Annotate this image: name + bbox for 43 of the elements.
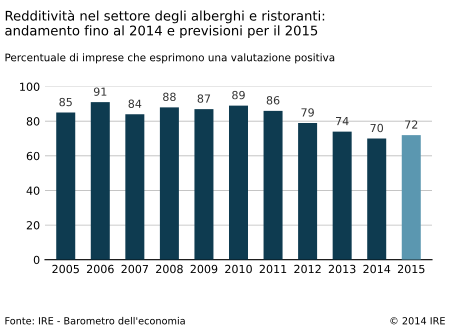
x-tick-label: 2008 xyxy=(156,264,183,274)
chart-subtitle: Percentuale di imprese che esprimono una valutazione positiva xyxy=(6,53,334,64)
x-tick-label: 2005 xyxy=(52,264,79,274)
bar xyxy=(125,114,144,260)
y-tick-label: 0 xyxy=(34,256,40,264)
y-tick-label: 80 xyxy=(26,117,40,126)
x-tick-label: 2009 xyxy=(190,264,218,274)
bar xyxy=(367,138,386,260)
data-label: 88 xyxy=(163,92,176,102)
x-tick-label: 2006 xyxy=(86,264,114,274)
data-label: 79 xyxy=(301,108,314,117)
y-tick-label: 60 xyxy=(26,152,40,160)
data-label: 87 xyxy=(198,94,210,103)
data-label: 70 xyxy=(370,124,384,132)
data-label: 74 xyxy=(336,117,349,126)
x-tick-label: 2015 xyxy=(398,264,424,274)
data-label: 91 xyxy=(94,87,106,96)
bar xyxy=(160,107,179,260)
data-label: 72 xyxy=(405,120,418,129)
x-tick-label: 2012 xyxy=(294,264,321,274)
data-label: 86 xyxy=(266,96,280,105)
text: © 2014 IRE xyxy=(390,317,445,324)
x-tick-label: 2010 xyxy=(225,264,252,274)
chart-title: Redditività nel settore degli alberghi e ristoranti: andamento fino al 2014 e previsioni per il 2015 xyxy=(5,10,324,38)
data-label: 84 xyxy=(128,100,142,108)
x-tick-label: 2007 xyxy=(122,264,148,274)
bar xyxy=(298,122,318,260)
y-tick-label: 40 xyxy=(26,186,40,195)
bar xyxy=(56,112,76,260)
source-note: Fonte: IRE - Barometro dell'economia xyxy=(5,316,185,324)
x-tick-label: 2013 xyxy=(328,264,356,274)
x-tick-label: 2014 xyxy=(363,264,390,274)
data-label: 85 xyxy=(59,98,72,106)
bar xyxy=(402,135,421,260)
x-tick-label: 2011 xyxy=(260,264,286,274)
bar xyxy=(194,109,214,260)
bar xyxy=(229,106,248,260)
y-tick-label: 20 xyxy=(26,221,40,230)
bar xyxy=(90,102,110,260)
bar xyxy=(332,132,352,260)
bar xyxy=(264,110,283,260)
y-tick-label: 100 xyxy=(20,82,40,91)
data-label: 89 xyxy=(232,90,245,100)
